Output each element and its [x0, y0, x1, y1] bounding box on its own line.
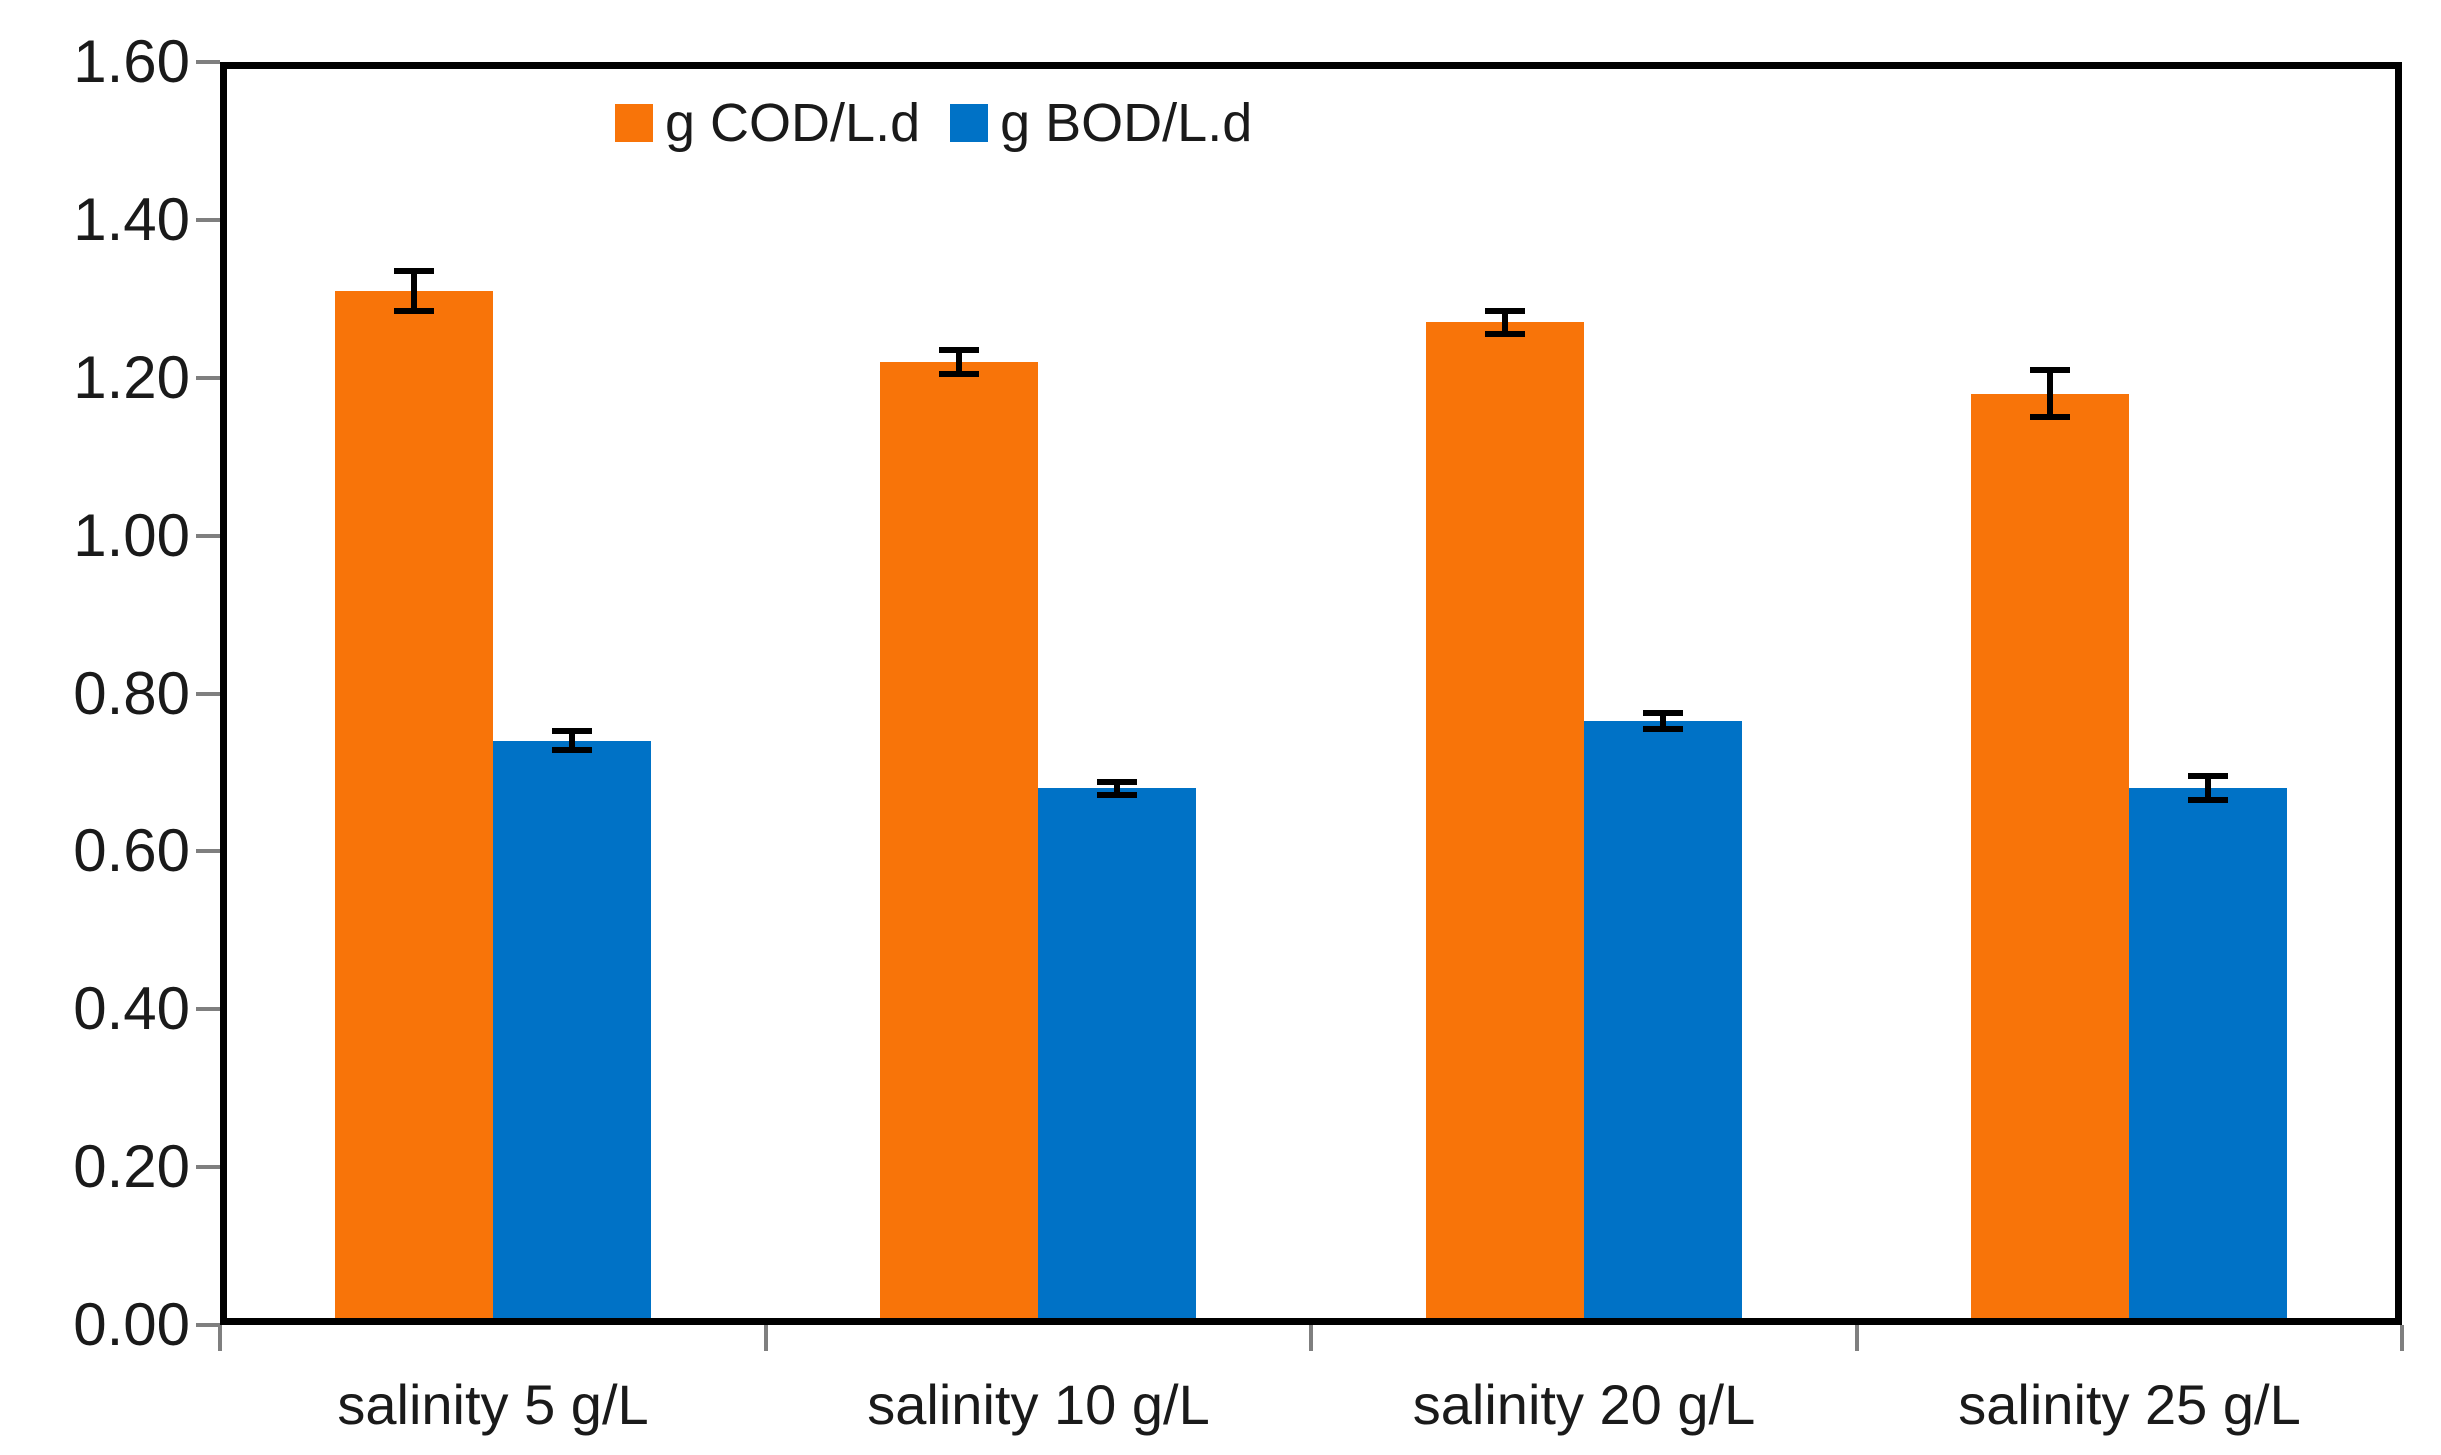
error-bar-cap-bottom [393, 307, 434, 314]
x-axis-tick [1854, 1325, 1859, 1351]
error-bar-cap-bottom [2030, 414, 2071, 421]
bar-g-bod-l-d-2 [1038, 788, 1197, 1325]
error-bar-cap-bottom [939, 370, 980, 377]
y-axis-tick [196, 533, 220, 538]
error-bar-cap-top [1484, 307, 1525, 314]
x-axis-tick [1309, 1325, 1313, 1351]
x-axis-tick [763, 1325, 768, 1351]
y-axis-label: 0.00 [73, 1291, 190, 1358]
error-bar-cap-top [1642, 710, 1683, 717]
error-bar-line [1659, 713, 1666, 730]
bar-g-cod-l-d-2 [880, 361, 1039, 1325]
y-axis-tick [196, 375, 220, 380]
error-bar-cap-top [1097, 778, 1138, 785]
y-axis-tick [196, 1165, 220, 1170]
x-axis-category-label: salinity 10 g/L [867, 1373, 1210, 1436]
legend: g COD/L.d g BOD/L.d [615, 96, 1252, 150]
legend-label-cod: g COD/L.d [665, 93, 921, 153]
error-bar-cap-bottom [1484, 331, 1525, 338]
y-axis-label: 0.40 [73, 975, 190, 1043]
y-axis-label: 0.60 [73, 817, 190, 885]
error-bar-cap-top [551, 728, 592, 735]
legend-swatch-bod-icon [950, 104, 989, 142]
x-axis-category-label: salinity 5 g/L [337, 1373, 649, 1436]
error-bar-cap-top [2030, 366, 2071, 373]
y-axis-tick [196, 60, 220, 64]
error-bar-cap-top [939, 347, 980, 354]
x-axis-category-label: salinity 25 g/L [1958, 1373, 2301, 1436]
y-axis-label: 1.60 [73, 28, 190, 95]
x-axis-category-label: salinity 20 g/L [1412, 1373, 1756, 1436]
bar-g-bod-l-d-1 [492, 740, 651, 1325]
error-bar-cap-bottom [1642, 726, 1683, 733]
bar-g-bod-l-d-3 [1583, 721, 1742, 1325]
legend-item-cod: g COD/L.d [615, 96, 920, 150]
error-bar-line [2047, 369, 2054, 418]
error-bar-line [2205, 776, 2212, 801]
error-bar-cap-bottom [1097, 791, 1138, 798]
y-axis-tick [196, 1323, 220, 1327]
bar-g-cod-l-d-3 [1425, 322, 1584, 1325]
x-axis-tick [2400, 1325, 2404, 1351]
bar-g-cod-l-d-4 [1971, 393, 2130, 1325]
legend-swatch-cod-icon [615, 104, 653, 142]
error-bar-cap-bottom [2188, 797, 2229, 804]
y-axis-label: 0.80 [73, 659, 190, 727]
legend-item-bod: g BOD/L.d [950, 96, 1252, 150]
y-axis-tick [196, 691, 220, 696]
error-bar-line [1501, 310, 1508, 335]
error-bar-line [956, 350, 963, 374]
error-bar-cap-bottom [551, 747, 592, 754]
error-bar-line [568, 731, 575, 751]
error-bar-cap-top [2188, 773, 2229, 780]
y-axis-label: 1.00 [73, 501, 190, 569]
y-axis-label: 1.20 [73, 343, 190, 411]
y-axis-label: 0.20 [73, 1133, 190, 1201]
y-axis-tick [196, 217, 220, 222]
error-bar-line [1114, 781, 1121, 795]
bar-g-cod-l-d-1 [334, 290, 493, 1325]
x-axis-tick [218, 1325, 222, 1351]
bar-g-bod-l-d-4 [2129, 788, 2288, 1325]
y-axis-tick [196, 1007, 220, 1012]
error-bar-line [410, 271, 417, 311]
legend-label-bod: g BOD/L.d [1000, 93, 1253, 153]
y-axis-label: 1.40 [73, 185, 190, 253]
y-axis-tick [196, 849, 220, 854]
error-bar-cap-top [393, 268, 434, 275]
